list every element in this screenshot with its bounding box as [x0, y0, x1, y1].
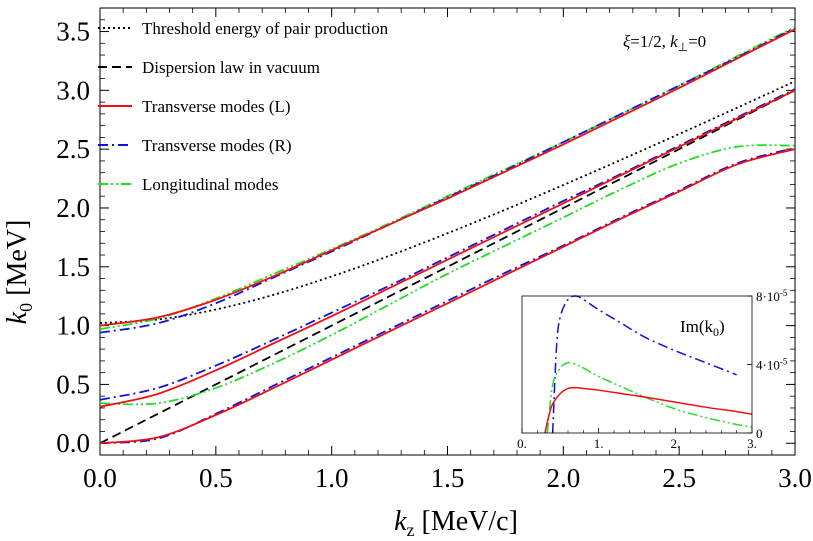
inset-series-line-transverse-modes-l: [544, 386, 753, 434]
x-tick-label: 1.0: [315, 463, 349, 493]
y-tick-label: 1.5: [56, 252, 90, 282]
inset-y-axis-ticks: 0 4·10-5 8·10-5: [747, 288, 788, 441]
inset-y-tick-label: 4·10-5: [756, 357, 788, 373]
x-tick-label: 0.0: [83, 463, 117, 493]
inset-x-axis-ticks: 0. 1. 2. 3.: [517, 428, 757, 451]
main-x-axis-ticks: 0.0 0.5 1.0 1.5 2.0 2.5 3.0: [83, 8, 812, 493]
inset-background: [522, 296, 752, 433]
x-axis-title: kz [MeV/c]: [394, 506, 518, 540]
y-axis-title: k0 [MeV]: [2, 220, 36, 325]
inset-title: Im(k0): [680, 317, 725, 339]
inset-x-tick-label: 2.: [670, 436, 680, 451]
x-tick-label: 0.5: [199, 463, 233, 493]
y-tick-label: 3.0: [56, 75, 90, 105]
y-tick-label: 1.0: [56, 311, 90, 341]
x-tick-label: 3.0: [778, 463, 812, 493]
series-line-transverse-modes-r-lower: [99, 147, 796, 445]
inset-y-tick-label: 8·10-5: [756, 288, 788, 304]
legend-label: Dispersion law in vacuum: [142, 58, 320, 77]
series-line-transverse-modes-l-upper: [99, 28, 796, 327]
inset-y-tick-label: 0: [756, 426, 763, 441]
series-line-longitudinal-modes-upper: [99, 26, 796, 331]
inset-x-tick-label: 3.: [747, 436, 757, 451]
inset-series-line-longitudinal-modes: [546, 361, 753, 434]
legend-label: Longitudinal modes: [142, 175, 278, 194]
inset-x-tick-label: 1.: [594, 436, 604, 451]
series-line-threshold-energy-of-pair-production-threshold: [99, 80, 796, 324]
y-tick-label: 2.5: [56, 134, 90, 164]
x-tick-label: 2.0: [546, 463, 580, 493]
legend-label: Transverse modes (R): [142, 136, 292, 155]
series-line-longitudinal-modes-lower: [99, 144, 796, 406]
series-line-transverse-modes-r-middle: [99, 88, 796, 401]
legend-label: Threshold energy of pair production: [142, 19, 389, 38]
y-tick-label: 3.5: [56, 17, 90, 47]
legend-label: Transverse modes (L): [142, 97, 291, 116]
y-tick-label: 2.0: [56, 193, 90, 223]
x-tick-label: 1.5: [431, 463, 465, 493]
main-series-group: [99, 26, 796, 445]
main-y-axis-ticks: 0.00.51.01.52.02.53.03.5: [56, 17, 795, 458]
x-tick-label: 2.5: [662, 463, 696, 493]
legend: Threshold energy of pair production Dispe…: [98, 19, 389, 194]
y-tick-label: 0.0: [56, 428, 90, 458]
y-tick-label: 0.5: [56, 369, 90, 399]
inset-plot: 0. 1. 2. 3. 0 4·10-5 8·10-5 Im(k0): [517, 288, 788, 451]
inset-x-tick-label: 0.: [517, 436, 527, 451]
series-line-dispersion-law-in-vacuum-vacuum: [99, 89, 796, 445]
series-line-transverse-modes-l-lower: [99, 148, 796, 445]
main-plot: 0.0 0.5 1.0 1.5 2.0 2.5 3.0 0.00.51.01.52.02.5…: [56, 7, 812, 493]
parameter-annotation: ξ=1/2, k⊥=0: [623, 32, 706, 54]
inset-series-group: [544, 295, 753, 434]
series-line-transverse-modes-l-middle: [99, 89, 796, 408]
series-line-transverse-modes-r-upper: [99, 27, 796, 334]
